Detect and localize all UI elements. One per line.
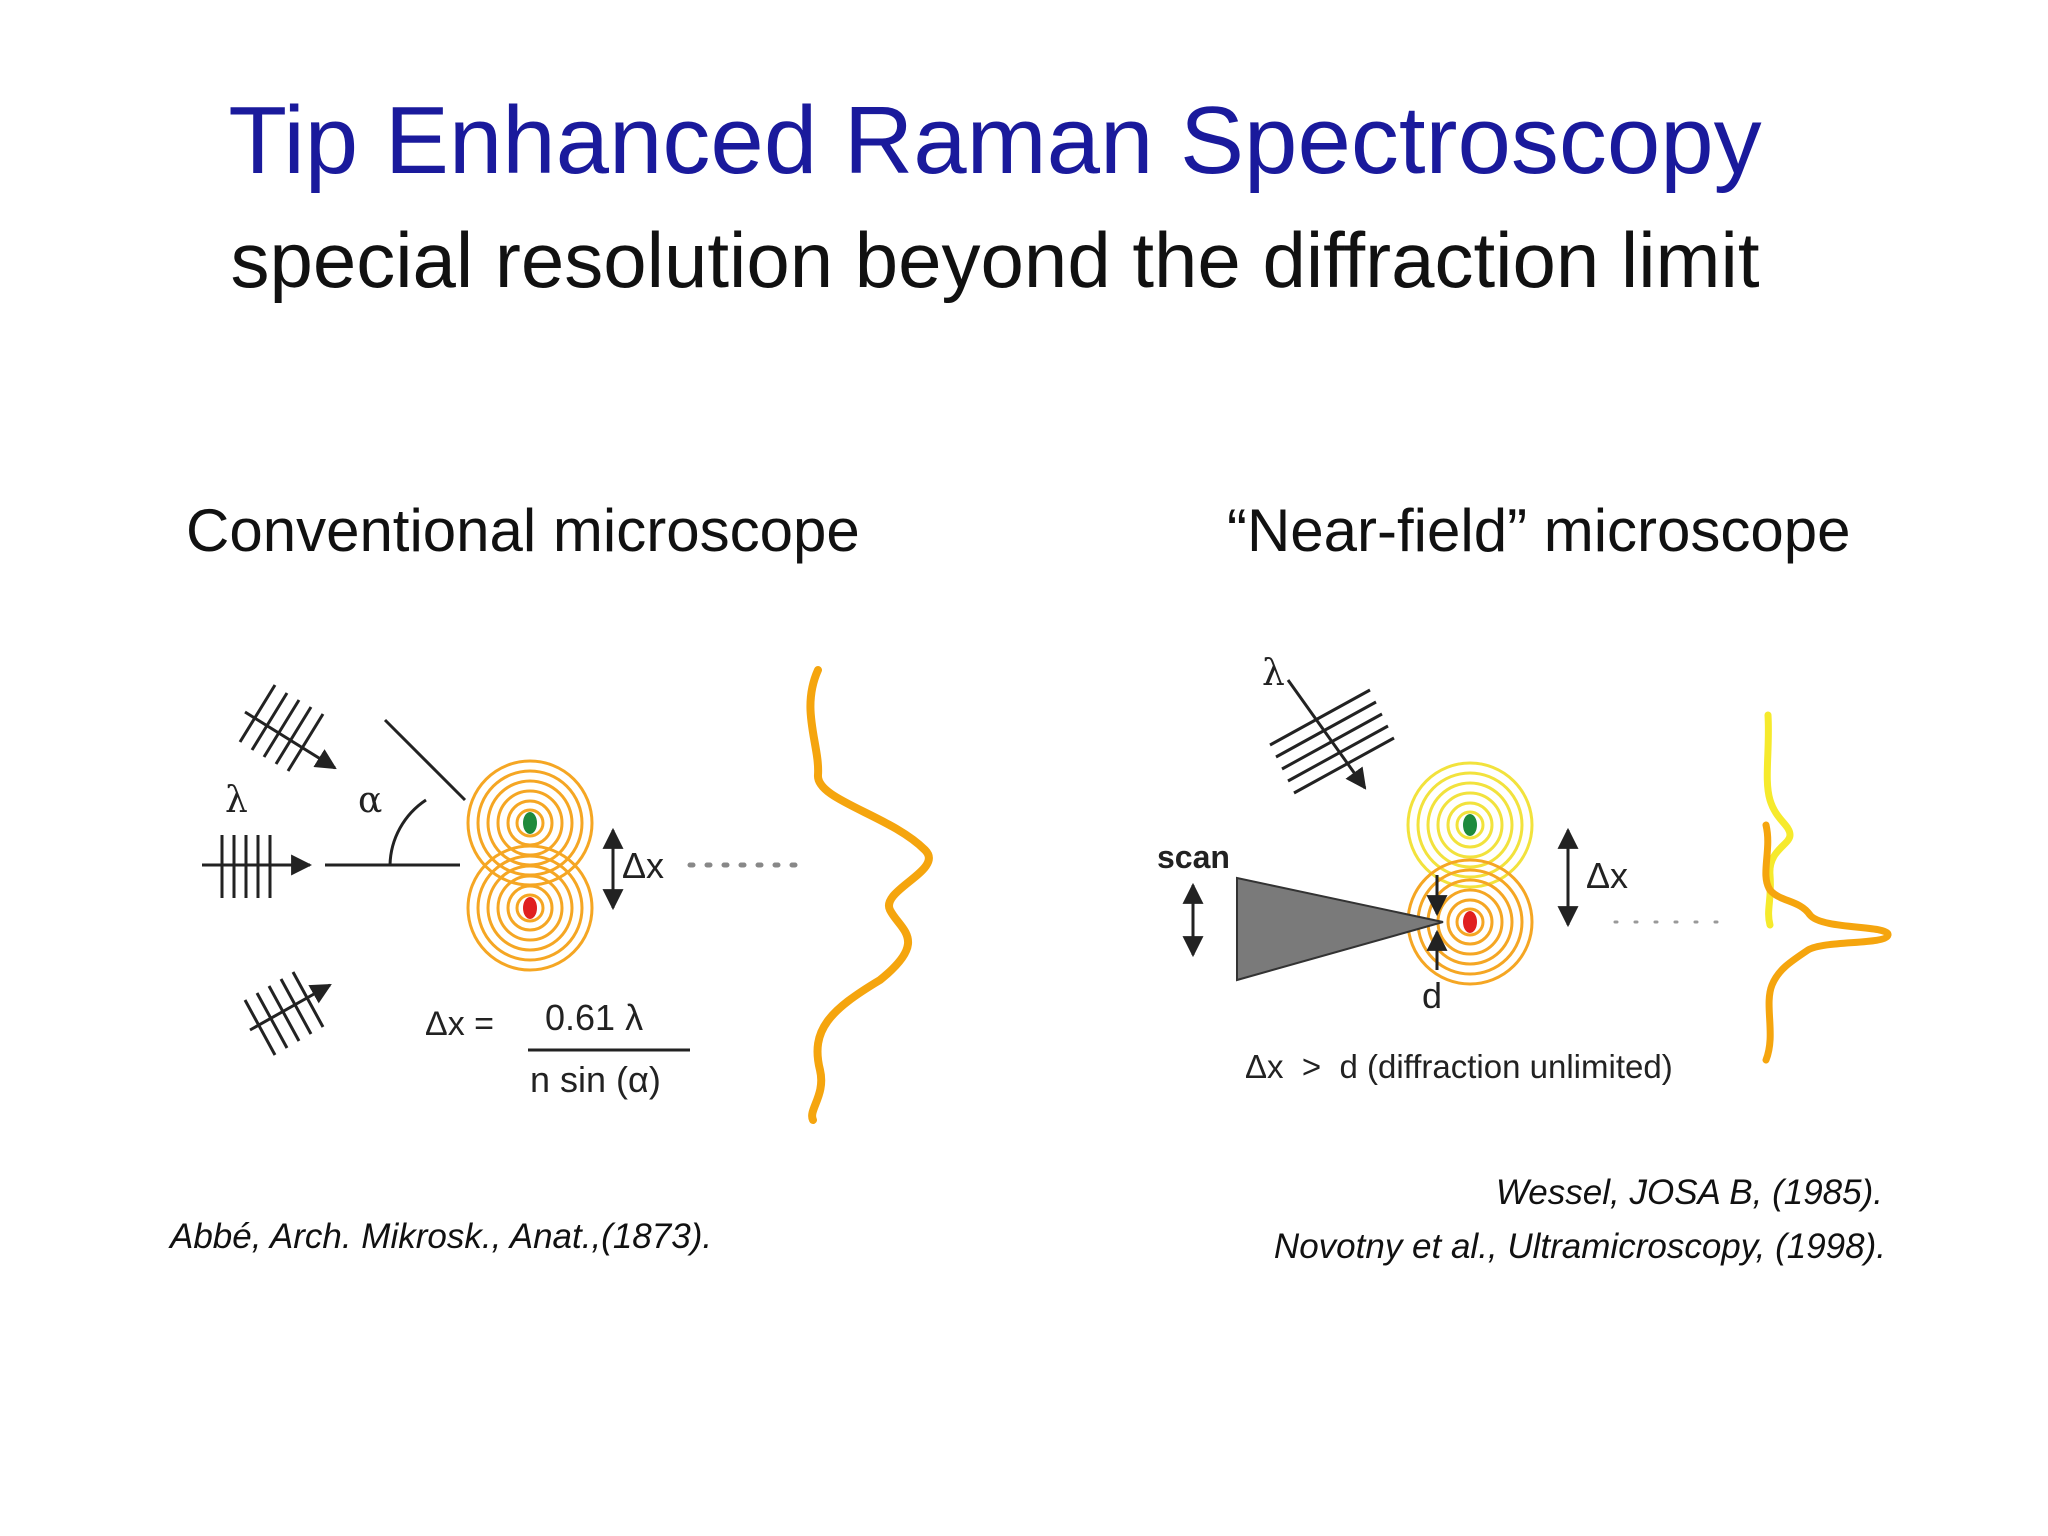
conventional-heading: Conventional microscope (186, 497, 860, 564)
d-label: d (1422, 975, 1442, 1016)
slide-subtitle: special resolution beyond the diffractio… (230, 216, 1760, 304)
intensity-profile-orange (1762, 821, 1892, 1064)
wavefront-bundle-center-icon (202, 835, 313, 898)
near-field-heading: “Near-field” microscope (1227, 497, 1851, 564)
slide-title: Tip Enhanced Raman Spectroscopy (228, 87, 1762, 194)
probe-tip-icon (1236, 876, 1444, 982)
wavefront-bundle-lower-icon (243, 971, 332, 1056)
green-point-icon-right (1463, 814, 1477, 836)
condition-label: Δx > d (diffraction unlimited) (1245, 1048, 1673, 1085)
lambda-label-right: λ (1262, 653, 1285, 694)
delta-x-label-left: Δx (622, 845, 664, 886)
upper-point-yellow-rings-icon (1406, 761, 1534, 889)
intensity-profile-left (806, 666, 933, 1124)
lambda-label-left: λ (225, 780, 248, 821)
scan-label: scan (1157, 839, 1230, 875)
conventional-diagram: λ α (202, 666, 933, 1124)
green-point-icon (523, 812, 537, 834)
formula-denominator: n sin (α) (530, 1059, 661, 1100)
reference-novotny: Novotny et al., Ultramicroscopy, (1998). (1273, 1227, 1886, 1266)
reference-abbe: Abbé, Arch. Mikrosk., Anat.,(1873). (170, 1217, 713, 1256)
alpha-label: α (358, 780, 382, 821)
aperture-angle-icon (325, 718, 467, 867)
red-point-icon-right (1463, 911, 1477, 933)
red-point-icon (523, 897, 537, 919)
reference-wessel: Wessel, JOSA B, (1985). (1495, 1173, 1883, 1212)
wavefront-bundle-upper-icon (238, 684, 337, 772)
lower-point-rings-icon (466, 844, 594, 972)
delta-x-label-right: Δx (1586, 855, 1628, 896)
formula-lhs: Δx = (425, 1005, 494, 1043)
near-field-diagram: λ scan (1157, 653, 1892, 1085)
wavefront-bundle-right-icon (1269, 679, 1395, 795)
formula-numerator: 0.61 λ (545, 997, 643, 1038)
